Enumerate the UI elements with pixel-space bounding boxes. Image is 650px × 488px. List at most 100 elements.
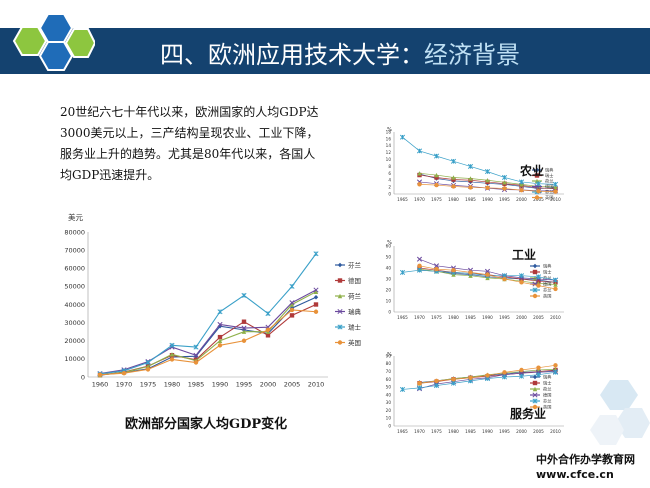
data-point xyxy=(532,386,538,392)
series-line xyxy=(99,291,317,376)
data-point xyxy=(534,173,540,178)
legend-marker xyxy=(532,386,538,392)
data-point xyxy=(313,287,319,293)
data-point xyxy=(241,338,247,343)
data-point xyxy=(289,302,295,307)
y-tick-label: 8 xyxy=(388,164,391,169)
x-tick-label: 2000 xyxy=(260,381,277,389)
x-tick-label: 2005 xyxy=(284,381,301,389)
data-point xyxy=(337,293,343,299)
legend-marker xyxy=(532,263,538,269)
data-point xyxy=(121,370,127,376)
data-point xyxy=(468,270,473,275)
x-tick-label: 1980 xyxy=(164,381,181,389)
legend-label: 芬兰 xyxy=(543,286,551,293)
data-point xyxy=(552,181,559,187)
hex-green-right xyxy=(64,28,95,58)
data-point xyxy=(434,378,439,384)
y-tick-label: 0 xyxy=(81,373,85,381)
x-tick-label: 2000 xyxy=(516,429,527,434)
data-point xyxy=(501,374,508,380)
legend-marker xyxy=(532,269,538,275)
y-tick-label: 80000 xyxy=(64,228,85,236)
x-tick-label: 2010 xyxy=(550,315,561,320)
y-tick-label: 18 xyxy=(386,129,392,134)
series-markers xyxy=(97,251,319,377)
legend-label: 芬兰 xyxy=(543,397,551,404)
title-sub: 经济背景 xyxy=(424,41,520,69)
x-tick-label: 1975 xyxy=(431,315,442,320)
data-point xyxy=(313,302,319,307)
y-tick-label: 70 xyxy=(386,369,392,374)
data-point xyxy=(313,309,319,314)
intro-line: 20世纪六七十年代以来，欧洲国家的人均GDP达 xyxy=(60,105,319,119)
data-point xyxy=(169,342,175,348)
data-point xyxy=(217,338,223,343)
data-point xyxy=(217,324,223,329)
x-tick-label: 1985 xyxy=(465,315,476,320)
y-tick-label: 50000 xyxy=(64,283,85,291)
legend-marker xyxy=(337,308,343,315)
data-point xyxy=(417,171,422,176)
data-point xyxy=(553,363,558,368)
data-point xyxy=(553,280,558,285)
y-tick-label: 0 xyxy=(388,191,391,196)
y-tick-label: 10000 xyxy=(64,355,85,363)
data-point xyxy=(451,268,456,273)
agriculture-label: 农业 xyxy=(520,164,545,178)
intro-line: 均GDP迅速提升。 xyxy=(60,168,160,182)
y-tick-label: 60 xyxy=(386,243,392,248)
y-tick-label: 20 xyxy=(386,287,392,292)
legend-marker xyxy=(534,173,540,178)
data-point xyxy=(552,369,559,375)
data-point xyxy=(536,189,541,194)
data-point xyxy=(532,374,538,380)
data-point xyxy=(535,181,542,187)
data-point xyxy=(265,327,271,333)
x-tick-label: 1960 xyxy=(92,381,109,389)
data-point xyxy=(193,360,199,365)
data-point xyxy=(485,272,490,277)
slide-title: 四、欧洲应用技术大学：经济背景 xyxy=(160,35,520,70)
data-point xyxy=(337,278,343,283)
services-chart: 0 10 20 30 40 50 60 70 80 90 1965 1970 1975 1980 1985 1… xyxy=(386,352,564,434)
data-point xyxy=(553,286,558,292)
x-tick-label: 1995 xyxy=(499,429,510,434)
legend-label: 瑞士 xyxy=(348,322,362,331)
legend-label: 荷兰 xyxy=(545,177,553,184)
x-tick-label: 1990 xyxy=(482,429,493,434)
data-point xyxy=(241,292,247,298)
x-tick-label: 1990 xyxy=(482,197,493,202)
data-point xyxy=(536,279,541,284)
data-point xyxy=(519,367,524,373)
x-tick-label: 2010 xyxy=(550,197,561,202)
data-point xyxy=(337,324,343,330)
y-tick-label: 30000 xyxy=(64,319,85,327)
data-point xyxy=(417,381,422,386)
legend-label: 英国 xyxy=(545,194,553,201)
data-point xyxy=(468,185,473,190)
data-point xyxy=(217,343,223,348)
y-tick-label: 40 xyxy=(386,265,392,270)
data-point xyxy=(289,283,295,289)
x-tick-label: 1985 xyxy=(465,429,476,434)
data-point xyxy=(485,373,490,378)
y-tick-label: 30 xyxy=(386,276,392,281)
data-point xyxy=(485,275,490,281)
data-point xyxy=(145,359,151,366)
series-markers xyxy=(97,295,319,378)
data-point xyxy=(313,289,319,295)
legend-label: 英国 xyxy=(543,292,551,299)
legend-label: 德国 xyxy=(543,280,551,287)
data-point xyxy=(552,277,559,283)
series-markers xyxy=(399,134,559,187)
data-point xyxy=(399,386,406,392)
y-tick-label: 20 xyxy=(386,408,392,413)
data-point xyxy=(518,273,525,279)
data-point xyxy=(451,377,456,382)
data-point xyxy=(433,383,440,389)
x-tick-label: 2010 xyxy=(550,429,561,434)
legend-marker xyxy=(337,324,343,330)
data-point xyxy=(502,180,507,185)
x-tick-label: 1995 xyxy=(499,315,510,320)
